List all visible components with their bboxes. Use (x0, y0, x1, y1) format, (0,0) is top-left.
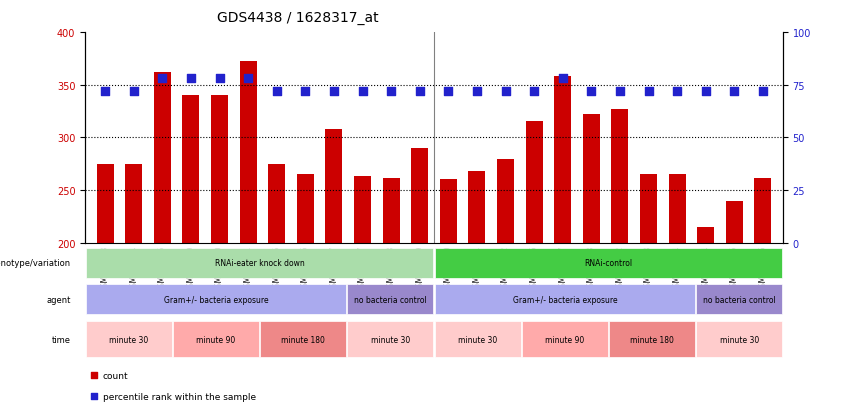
Bar (154, 73, 171, 243)
FancyBboxPatch shape (435, 249, 782, 278)
Point (671, 89, 684, 95)
Text: minute 30: minute 30 (458, 335, 497, 344)
FancyBboxPatch shape (347, 321, 433, 357)
Point (442, 89, 455, 95)
Text: no bacteria control: no bacteria control (703, 295, 775, 304)
Bar (497, 159, 514, 243)
Point (756, 89, 769, 95)
Text: minute 30: minute 30 (371, 335, 410, 344)
FancyBboxPatch shape (86, 285, 346, 314)
Point (499, 89, 512, 95)
Point (613, 89, 626, 95)
FancyBboxPatch shape (696, 285, 782, 314)
FancyBboxPatch shape (86, 321, 172, 357)
Text: minute 90: minute 90 (545, 335, 585, 344)
Bar (96, 164, 114, 243)
Bar (754, 178, 772, 243)
Point (270, 89, 283, 95)
Point (299, 89, 312, 95)
Text: no bacteria control: no bacteria control (354, 295, 426, 304)
Bar (125, 164, 142, 243)
Text: agent: agent (46, 295, 71, 304)
Text: Gram+/- bacteria exposure: Gram+/- bacteria exposure (512, 295, 617, 304)
Text: RNAi-eater knock down: RNAi-eater knock down (214, 259, 305, 268)
Text: minute 180: minute 180 (281, 335, 325, 344)
Point (528, 89, 541, 95)
Bar (383, 178, 400, 243)
Point (728, 89, 741, 95)
Bar (411, 149, 428, 243)
FancyBboxPatch shape (173, 321, 259, 357)
Bar (268, 164, 285, 243)
Bar (583, 115, 600, 243)
Text: Gram+/- bacteria exposure: Gram+/- bacteria exposure (163, 295, 268, 304)
FancyBboxPatch shape (347, 285, 433, 314)
Point (213, 76, 226, 83)
Text: minute 30: minute 30 (109, 335, 148, 344)
Text: time: time (52, 335, 71, 344)
Text: GDS4438 / 1628317_at: GDS4438 / 1628317_at (217, 11, 379, 25)
Point (470, 89, 483, 95)
Bar (669, 175, 686, 243)
Point (327, 89, 340, 95)
Bar (611, 110, 629, 243)
FancyBboxPatch shape (435, 321, 521, 357)
Point (699, 89, 712, 95)
Point (87, 372, 100, 379)
Bar (211, 96, 228, 243)
Bar (554, 77, 571, 243)
Point (385, 89, 398, 95)
Point (127, 89, 140, 95)
Point (99, 89, 112, 95)
Point (87, 393, 100, 400)
Point (642, 89, 655, 95)
Point (413, 89, 426, 95)
Text: minute 90: minute 90 (197, 335, 236, 344)
FancyBboxPatch shape (696, 321, 782, 357)
Bar (354, 177, 371, 243)
Point (184, 76, 197, 83)
Bar (640, 175, 657, 243)
Point (556, 76, 569, 83)
Bar (182, 96, 199, 243)
FancyBboxPatch shape (522, 321, 608, 357)
Point (242, 76, 255, 83)
FancyBboxPatch shape (260, 321, 346, 357)
Bar (239, 62, 257, 243)
Bar (697, 228, 714, 243)
Bar (440, 179, 457, 243)
Bar (468, 172, 485, 243)
Point (356, 89, 369, 95)
Bar (325, 130, 342, 243)
Bar (526, 121, 543, 243)
Text: minute 180: minute 180 (630, 335, 674, 344)
Point (156, 76, 169, 83)
FancyBboxPatch shape (609, 321, 695, 357)
Text: genotype/variation: genotype/variation (0, 259, 71, 268)
Text: count: count (102, 371, 129, 380)
FancyBboxPatch shape (86, 249, 433, 278)
Bar (297, 175, 314, 243)
Text: percentile rank within the sample: percentile rank within the sample (102, 392, 255, 401)
FancyBboxPatch shape (435, 285, 695, 314)
Point (585, 89, 598, 95)
Text: RNAi-control: RNAi-control (585, 259, 632, 268)
Bar (726, 201, 743, 243)
Text: minute 30: minute 30 (720, 335, 759, 344)
